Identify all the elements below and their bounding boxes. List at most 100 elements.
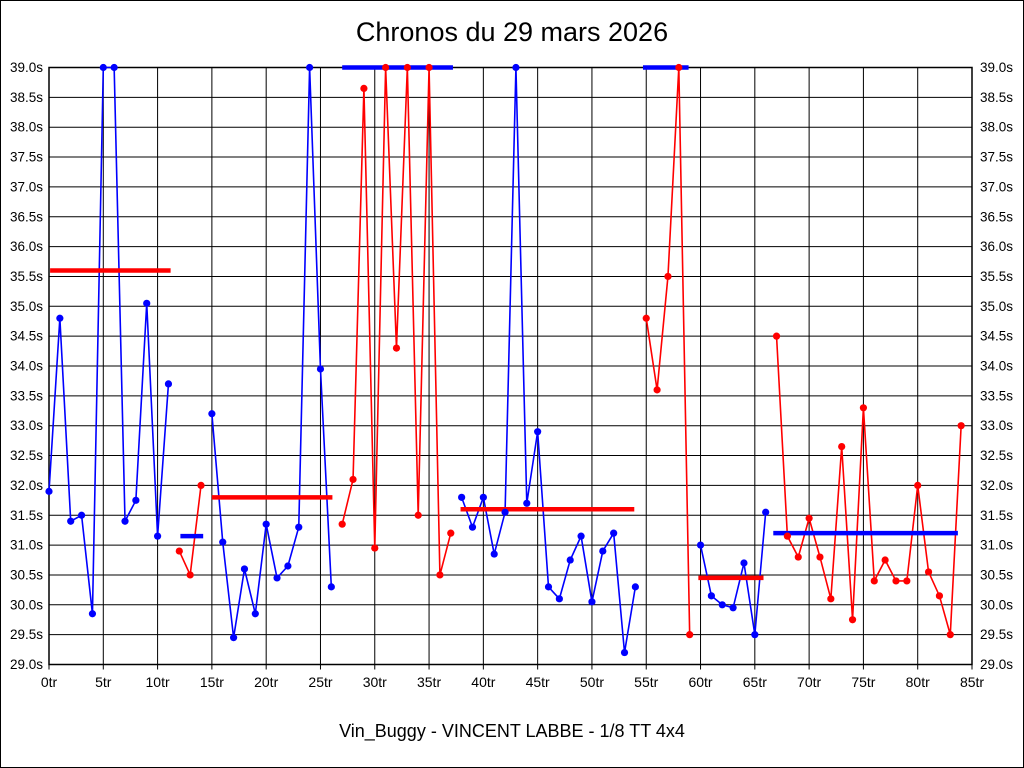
lap-point-run-1: [99, 63, 107, 72]
lap-point-run-5: [523, 499, 531, 507]
lap-point-run-1: [110, 63, 118, 72]
lap-point-run-3: [208, 410, 216, 418]
y-axis-label-left: 31.0s: [10, 538, 43, 553]
series-line-run-6: [645, 67, 691, 635]
lap-point-run-8: [848, 616, 857, 624]
series-line-run-4: [341, 67, 452, 576]
y-axis-label-right: 30.5s: [980, 567, 1013, 582]
y-axis-label-right: 38.5s: [980, 90, 1013, 105]
y-axis-label-right: 32.5s: [980, 448, 1013, 463]
y-axis-label-left: 39.0s: [10, 60, 43, 75]
x-axis-label: 0tr: [41, 674, 58, 690]
lap-point-run-8: [892, 577, 900, 585]
y-axis-label-right: 35.5s: [980, 269, 1013, 284]
y-axis-label-left: 38.5s: [10, 90, 43, 105]
lap-point-run-5: [512, 63, 520, 72]
y-axis-label-left: 34.0s: [10, 359, 43, 374]
y-axis-label-right: 37.0s: [980, 179, 1013, 194]
lap-point-run-3: [219, 538, 227, 546]
lap-point-run-1: [45, 487, 53, 495]
lap-point-run-3: [295, 523, 303, 531]
lap-point-run-7: [740, 559, 748, 567]
x-axis-label: 50tr: [580, 674, 604, 690]
x-axis-label: 65tr: [743, 674, 767, 690]
y-axis-label-left: 35.0s: [10, 299, 43, 314]
y-axis-label-right: 33.0s: [980, 418, 1013, 433]
y-axis-label-right: 30.0s: [980, 597, 1013, 612]
y-axis-label-right: 29.0s: [980, 657, 1013, 672]
series-line-run-7: [699, 512, 767, 635]
lap-point-run-5: [501, 508, 509, 516]
lap-point-run-3: [327, 583, 335, 591]
x-axis-label: 40tr: [471, 674, 495, 690]
x-axis-label: 15tr: [200, 674, 224, 690]
lap-point-run-8: [772, 332, 781, 340]
y-axis-label-left: 36.5s: [10, 209, 43, 224]
lap-point-run-8: [881, 556, 889, 564]
lap-point-run-5: [479, 493, 487, 501]
y-axis-label-left: 38.0s: [10, 120, 43, 135]
y-axis-label-right: 34.0s: [980, 359, 1013, 374]
y-axis-label-left: 37.0s: [10, 179, 43, 194]
lap-point-run-4: [338, 520, 346, 528]
lap-point-run-1: [121, 517, 129, 525]
x-axis-label: 5tr: [95, 674, 112, 690]
lap-point-run-8: [827, 595, 835, 603]
x-axis-label: 70tr: [797, 674, 821, 690]
y-axis-label-left: 29.5s: [10, 627, 43, 642]
lap-point-run-3: [230, 634, 238, 642]
y-axis-label-right: 37.5s: [980, 150, 1013, 165]
y-axis-label-right: 36.5s: [980, 209, 1013, 224]
y-axis-label-left: 35.5s: [10, 269, 43, 284]
x-axis-label: 55tr: [634, 674, 658, 690]
lap-point-run-1: [88, 610, 97, 618]
x-axis-label: 35tr: [417, 674, 441, 690]
x-axis-label: 25tr: [308, 674, 332, 690]
lap-point-run-5: [599, 547, 607, 555]
lap-point-run-6: [642, 314, 650, 322]
series-line-run-1: [48, 66, 170, 614]
y-axis-label-left: 32.5s: [10, 448, 43, 463]
lap-point-run-3: [273, 574, 281, 582]
lap-point-run-4: [436, 571, 444, 579]
lap-point-run-8: [816, 553, 824, 561]
lap-point-run-8: [914, 481, 922, 489]
lap-point-run-5: [490, 550, 498, 558]
y-axis-label-right: 35.0s: [980, 299, 1013, 314]
lap-point-run-3: [306, 63, 314, 72]
lap-point-run-1: [132, 496, 140, 504]
x-axis-label: 75tr: [851, 674, 875, 690]
lap-point-run-3: [316, 365, 325, 373]
y-axis-label-right: 36.0s: [980, 239, 1013, 254]
lap-point-run-2: [197, 481, 205, 489]
lap-point-run-5: [577, 532, 585, 540]
lap-point-run-4: [447, 529, 455, 537]
lap-point-run-6: [653, 386, 661, 394]
lap-point-run-4: [371, 544, 379, 552]
lap-point-run-1: [56, 314, 64, 322]
y-axis-label-right: 39.0s: [980, 60, 1013, 75]
lap-point-run-8: [946, 631, 954, 639]
lap-point-run-7: [729, 604, 737, 612]
series-line-run-3: [211, 67, 333, 638]
lap-point-run-3: [262, 520, 270, 528]
series-line-run-8: [775, 336, 962, 635]
y-axis-label-left: 33.5s: [10, 388, 43, 403]
y-axis-label-right: 34.5s: [980, 329, 1013, 344]
lap-point-run-6: [664, 272, 672, 281]
series-line-run-2: [178, 485, 202, 578]
lap-point-run-8: [783, 532, 792, 540]
x-axis-label: 20tr: [254, 674, 278, 690]
lap-point-run-7: [696, 541, 705, 549]
y-axis-label-left: 31.5s: [10, 508, 43, 523]
lap-point-run-1: [153, 532, 162, 540]
lap-point-run-6: [686, 631, 694, 639]
lap-point-run-3: [251, 610, 259, 618]
lap-point-run-8: [957, 422, 965, 430]
lap-point-run-1: [143, 299, 151, 307]
y-axis-label-right: 32.0s: [980, 478, 1013, 493]
lap-point-run-8: [870, 577, 878, 585]
y-axis-label-left: 30.0s: [10, 597, 43, 612]
lap-point-run-7: [762, 508, 770, 516]
